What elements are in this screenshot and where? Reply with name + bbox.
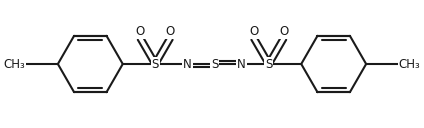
Text: N: N — [237, 57, 246, 71]
Text: CH₃: CH₃ — [399, 57, 420, 71]
Text: S: S — [265, 57, 273, 71]
Text: O: O — [165, 25, 175, 38]
Text: CH₃: CH₃ — [4, 57, 25, 71]
Text: N: N — [183, 57, 192, 71]
Text: O: O — [136, 25, 145, 38]
Text: O: O — [249, 25, 259, 38]
Text: S: S — [151, 57, 159, 71]
Text: O: O — [279, 25, 288, 38]
Text: S: S — [211, 57, 218, 71]
